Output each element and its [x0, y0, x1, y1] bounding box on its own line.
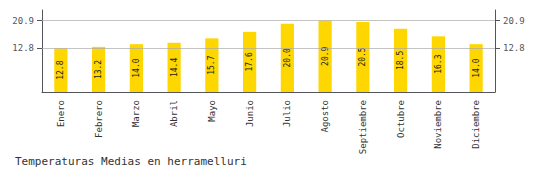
svg-text:20.9: 20.9	[321, 46, 330, 65]
svg-text:16.3: 16.3	[434, 54, 443, 73]
svg-text:12.8: 12.8	[56, 60, 65, 79]
svg-text:20.9: 20.9	[12, 16, 34, 26]
svg-text:Temperaturas Medias en herrame: Temperaturas Medias en herramelluri	[15, 155, 247, 168]
svg-text:14.4: 14.4	[170, 58, 179, 77]
svg-text:15.7: 15.7	[207, 55, 216, 74]
svg-text:Noviembre: Noviembre	[433, 100, 443, 149]
svg-text:Mayo: Mayo	[207, 100, 217, 122]
svg-text:20.9: 20.9	[503, 16, 525, 26]
svg-text:20.5: 20.5	[358, 47, 367, 66]
svg-text:Marzo: Marzo	[131, 100, 141, 127]
svg-text:14.0: 14.0	[472, 58, 481, 77]
svg-text:Abril: Abril	[169, 100, 179, 127]
svg-text:14.0: 14.0	[132, 58, 141, 77]
svg-text:Junio: Junio	[245, 100, 255, 127]
svg-text:Diciembre: Diciembre	[471, 100, 481, 149]
svg-text:20.0: 20.0	[283, 48, 292, 67]
svg-text:12.8: 12.8	[503, 43, 525, 53]
svg-text:18.5: 18.5	[396, 51, 405, 70]
svg-text:Agosto: Agosto	[320, 100, 330, 133]
svg-text:Enero: Enero	[56, 100, 66, 127]
svg-text:Febrero: Febrero	[94, 100, 104, 138]
svg-text:Octubre: Octubre	[396, 100, 406, 138]
svg-text:12.8: 12.8	[12, 43, 34, 53]
svg-text:Julio: Julio	[282, 100, 292, 127]
svg-text:13.2: 13.2	[94, 60, 103, 79]
svg-text:Septiembre: Septiembre	[358, 100, 368, 154]
svg-text:17.6: 17.6	[245, 52, 254, 71]
